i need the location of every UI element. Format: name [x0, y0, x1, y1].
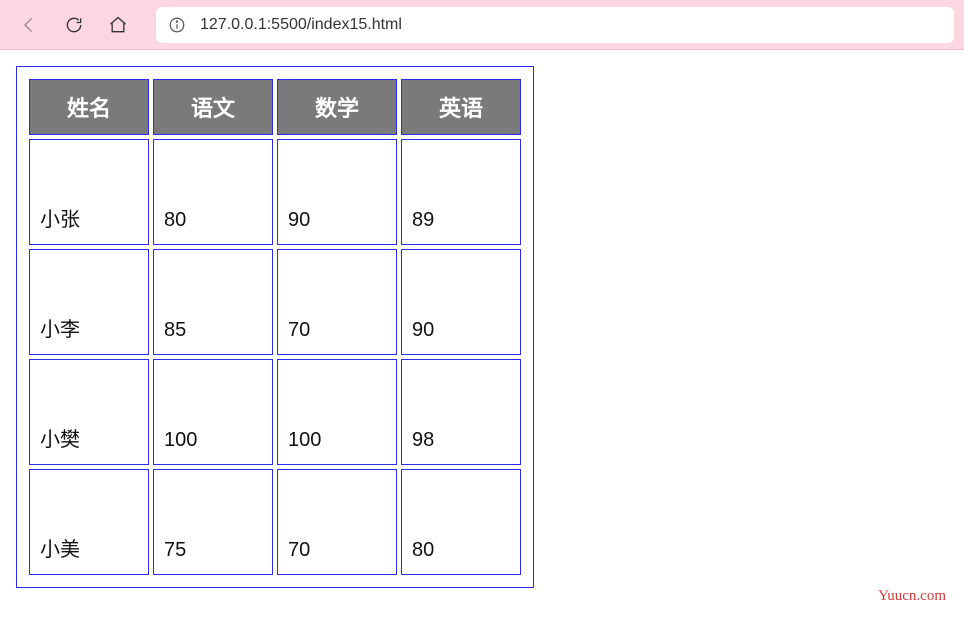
cell-name: 小李: [29, 249, 149, 355]
table-header-row: 姓名 语文 数学 英语: [29, 79, 521, 135]
col-math: 数学: [277, 79, 397, 135]
cell-math: 70: [277, 469, 397, 575]
back-button[interactable]: [10, 7, 50, 43]
refresh-button[interactable]: [54, 7, 94, 43]
arrow-left-icon: [20, 15, 40, 35]
cell-math: 70: [277, 249, 397, 355]
table-row: 小美 75 70 80: [29, 469, 521, 575]
cell-english: 90: [401, 249, 521, 355]
browser-toolbar: 127.0.0.1:5500/index15.html: [0, 0, 964, 50]
cell-chinese: 75: [153, 469, 273, 575]
cell-english: 80: [401, 469, 521, 575]
info-icon: [168, 16, 186, 34]
home-icon: [108, 15, 128, 35]
cell-name: 小樊: [29, 359, 149, 465]
cell-chinese: 80: [153, 139, 273, 245]
table-row: 小李 85 70 90: [29, 249, 521, 355]
page-content: 姓名 语文 数学 英语 小张 80 90 89 小李 85 70 90: [0, 50, 964, 609]
col-name: 姓名: [29, 79, 149, 135]
cell-chinese: 100: [153, 359, 273, 465]
col-chinese: 语文: [153, 79, 273, 135]
cell-name: 小张: [29, 139, 149, 245]
table-row: 小樊 100 100 98: [29, 359, 521, 465]
cell-chinese: 85: [153, 249, 273, 355]
cell-math: 90: [277, 139, 397, 245]
cell-name: 小美: [29, 469, 149, 575]
col-english: 英语: [401, 79, 521, 135]
cell-math: 100: [277, 359, 397, 465]
watermark: Yuucn.com: [878, 588, 946, 605]
table-row: 小张 80 90 89: [29, 139, 521, 245]
home-button[interactable]: [98, 7, 138, 43]
address-url: 127.0.0.1:5500/index15.html: [200, 16, 402, 34]
address-bar[interactable]: 127.0.0.1:5500/index15.html: [156, 7, 954, 43]
scores-table-wrap: 姓名 语文 数学 英语 小张 80 90 89 小李 85 70 90: [16, 66, 534, 588]
cell-english: 89: [401, 139, 521, 245]
scores-table: 姓名 语文 数学 英语 小张 80 90 89 小李 85 70 90: [25, 75, 525, 579]
cell-english: 98: [401, 359, 521, 465]
refresh-icon: [64, 15, 84, 35]
